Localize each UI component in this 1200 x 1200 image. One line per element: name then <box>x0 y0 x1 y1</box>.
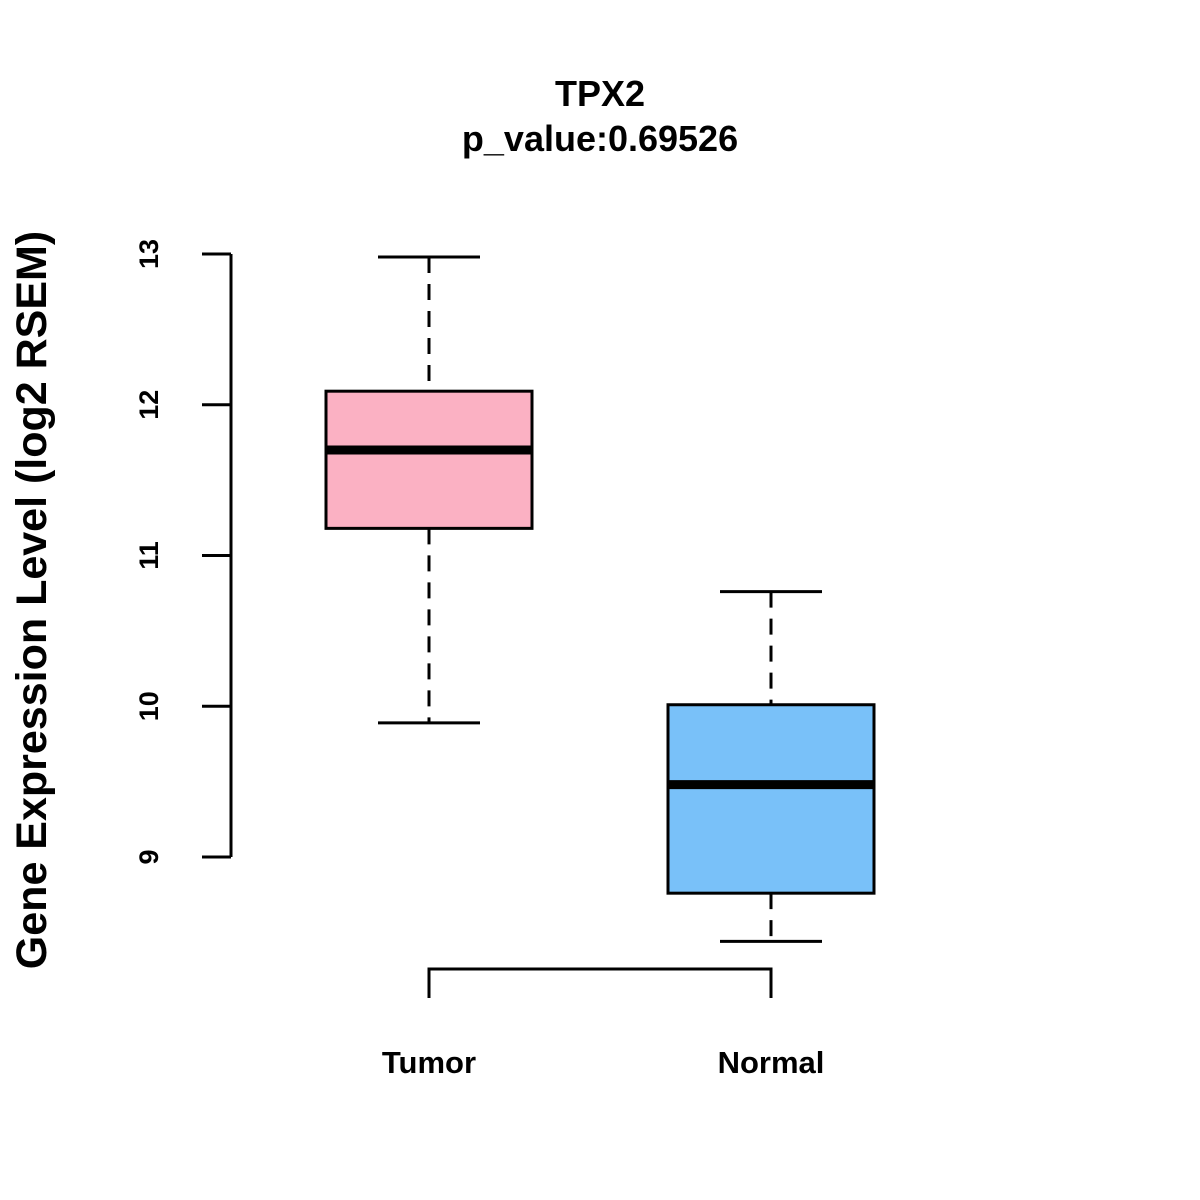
category-labels: Tumor Normal <box>382 1045 824 1080</box>
y-tick-label: 10 <box>134 691 164 721</box>
y-tick-label: 11 <box>134 541 164 570</box>
category-label-tumor: Tumor <box>382 1045 476 1080</box>
y-tick-label: 12 <box>134 390 164 420</box>
y-tick-label: 13 <box>134 239 164 269</box>
y-axis: 9 10 11 12 13 <box>134 239 233 865</box>
comparison-bracket <box>427 967 773 998</box>
box-normal <box>666 590 876 943</box>
category-label-normal: Normal <box>718 1045 825 1080</box>
iqr-box <box>666 703 876 895</box>
chart-subtitle: p_value:0.69526 <box>462 118 738 159</box>
iqr-box <box>324 389 534 530</box>
box-tumor <box>324 255 534 725</box>
y-tick-label: 9 <box>134 849 164 864</box>
y-axis-label: Gene Expression Level (log2 RSEM) <box>8 231 56 969</box>
bracket-line <box>427 967 773 998</box>
chart-title: TPX2 <box>555 73 645 114</box>
box-group <box>324 255 876 943</box>
